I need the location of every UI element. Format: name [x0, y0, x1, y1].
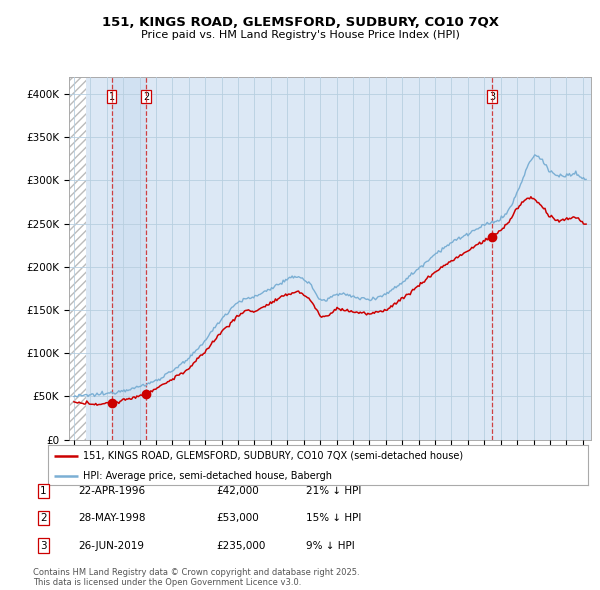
Text: HPI: Average price, semi-detached house, Babergh: HPI: Average price, semi-detached house,… [83, 471, 332, 481]
Text: 15% ↓ HPI: 15% ↓ HPI [306, 513, 361, 523]
Text: £53,000: £53,000 [216, 513, 259, 523]
Bar [112, 77, 146, 440]
Text: 1: 1 [40, 486, 47, 496]
Text: £42,000: £42,000 [216, 486, 259, 496]
Text: 22-APR-1996: 22-APR-1996 [78, 486, 145, 496]
Text: 3: 3 [40, 541, 47, 550]
Text: 9% ↓ HPI: 9% ↓ HPI [306, 541, 355, 550]
Text: 151, KINGS ROAD, GLEMSFORD, SUDBURY, CO10 7QX (semi-detached house): 151, KINGS ROAD, GLEMSFORD, SUDBURY, CO1… [83, 451, 463, 461]
Text: 151, KINGS ROAD, GLEMSFORD, SUDBURY, CO10 7QX: 151, KINGS ROAD, GLEMSFORD, SUDBURY, CO1… [101, 16, 499, 29]
Text: 21% ↓ HPI: 21% ↓ HPI [306, 486, 361, 496]
Text: Contains HM Land Registry data © Crown copyright and database right 2025.
This d: Contains HM Land Registry data © Crown c… [33, 568, 359, 587]
Text: Price paid vs. HM Land Registry's House Price Index (HPI): Price paid vs. HM Land Registry's House … [140, 31, 460, 40]
Text: 28-MAY-1998: 28-MAY-1998 [78, 513, 146, 523]
Text: £235,000: £235,000 [216, 541, 265, 550]
Text: 1: 1 [109, 91, 115, 101]
Text: 26-JUN-2019: 26-JUN-2019 [78, 541, 144, 550]
Text: 2: 2 [40, 513, 47, 523]
Text: 2: 2 [143, 91, 149, 101]
Text: 3: 3 [489, 91, 495, 101]
Bar [69, 77, 86, 440]
